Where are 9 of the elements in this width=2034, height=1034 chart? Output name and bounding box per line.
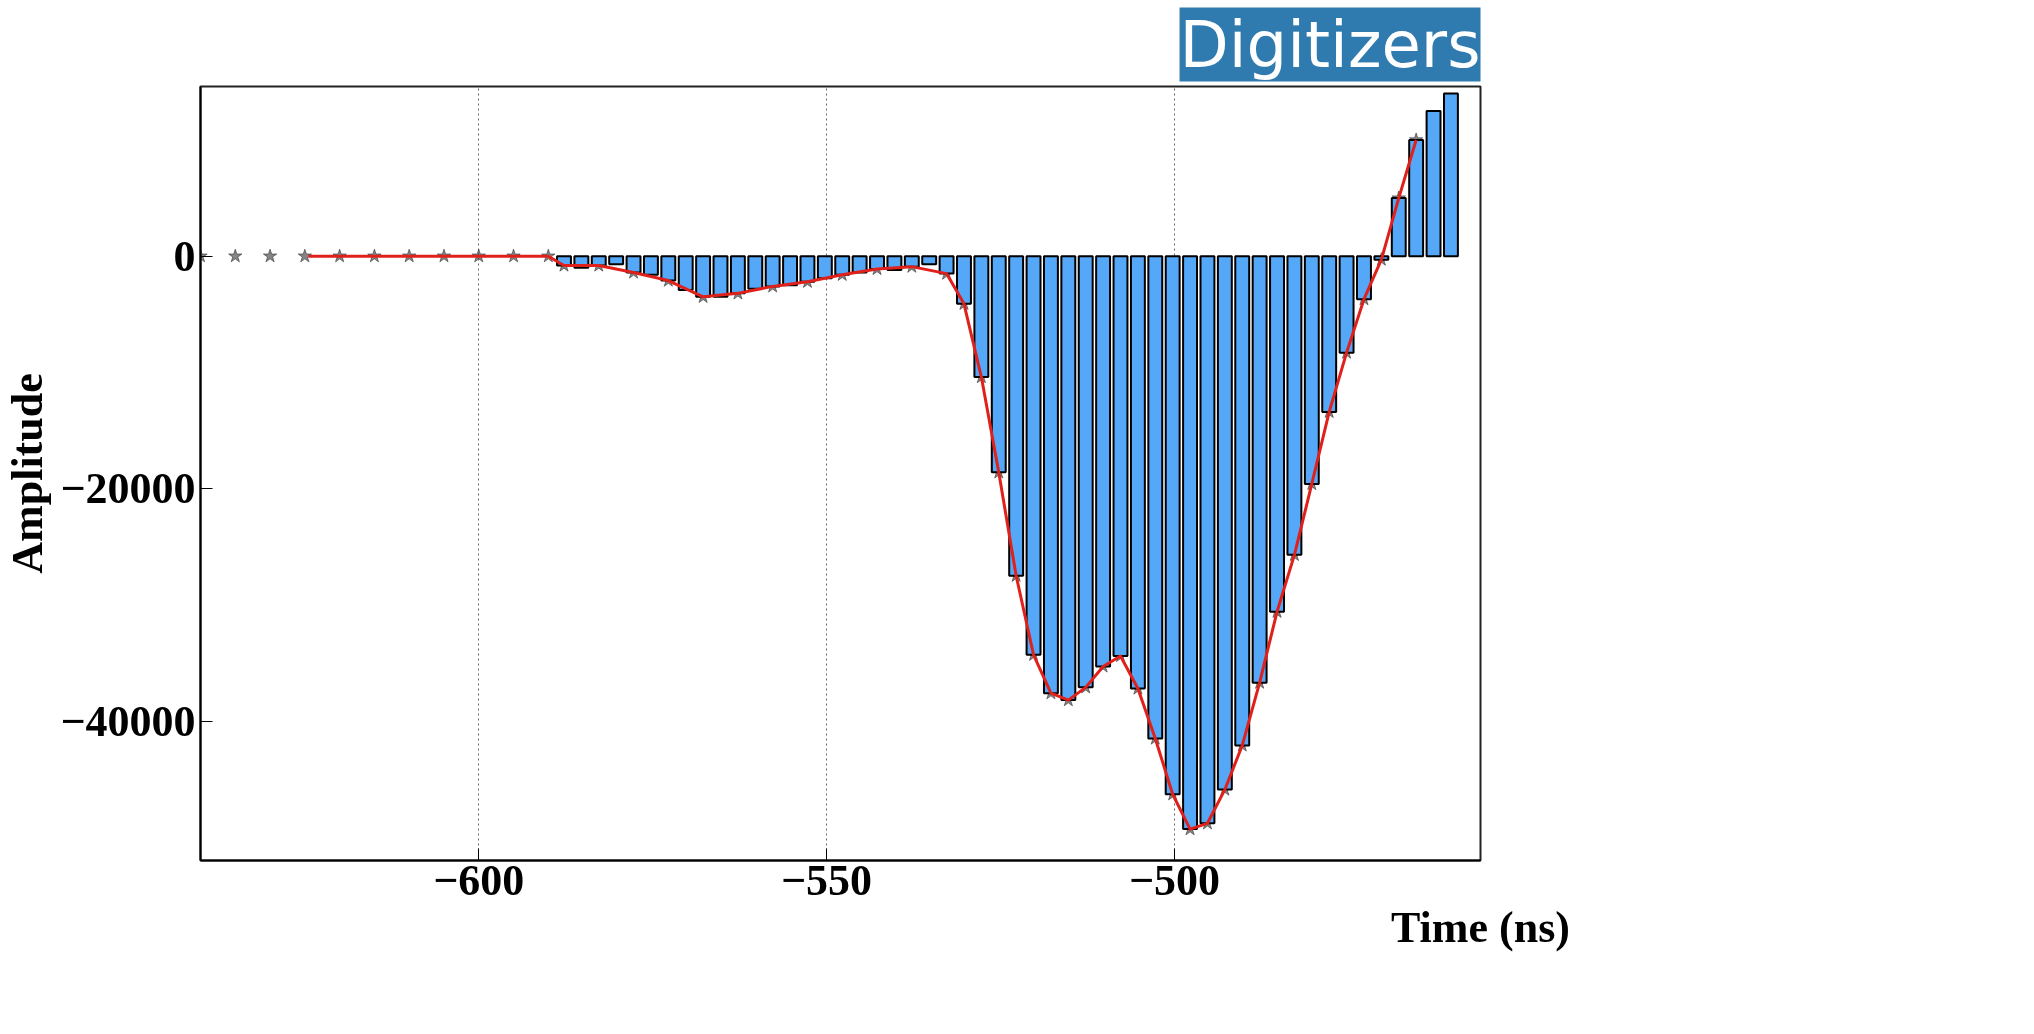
x-axis-title: Time (ns) (1391, 902, 1570, 952)
x-tick-label: −600 (433, 855, 525, 905)
x-tick-label: −550 (781, 855, 873, 905)
chart-title: Digitizers (1179, 7, 1481, 82)
y-tick-label: −40000 (60, 696, 196, 746)
y-tick-label: −20000 (60, 464, 196, 514)
y-tick-label: 0 (173, 231, 196, 281)
x-tick-label: −500 (1128, 855, 1220, 905)
y-axis-title: Amplitude (3, 373, 53, 574)
